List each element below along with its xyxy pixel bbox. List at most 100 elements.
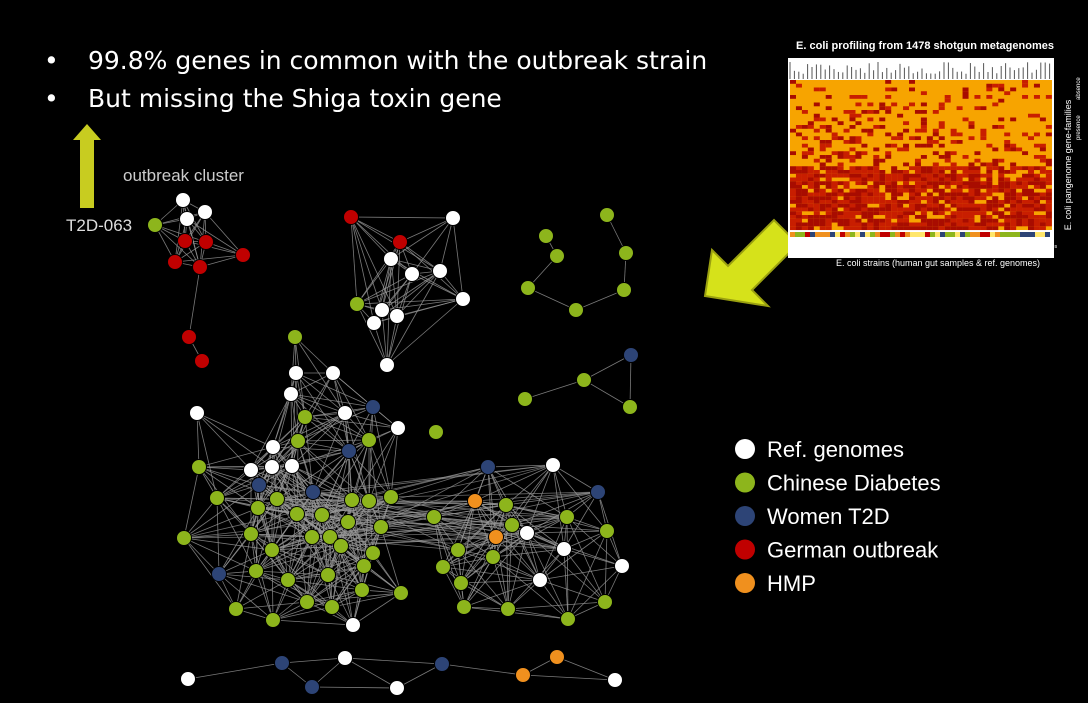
heatmap-cell <box>938 155 945 159</box>
heatmap-cell <box>801 207 808 212</box>
heatmap-cell <box>1045 95 1052 99</box>
heatmap-cell <box>891 200 898 204</box>
heatmap-cell <box>1028 211 1034 216</box>
heatmap-cell <box>1022 177 1029 182</box>
heatmap-cell <box>861 170 868 174</box>
node <box>180 671 196 687</box>
heatmap-cell <box>867 110 874 114</box>
heatmap-cell <box>914 158 921 163</box>
heatmap-cell <box>998 185 1005 189</box>
heatmap-cell <box>944 192 951 197</box>
heatmap-cell <box>807 192 814 197</box>
heatmap-cell <box>855 177 862 182</box>
heatmap-cell <box>920 173 927 178</box>
heatmap-cell <box>849 207 856 212</box>
heatmap-cell <box>801 173 808 178</box>
edge <box>287 579 354 626</box>
heatmap-cell <box>920 128 927 133</box>
edge <box>306 514 323 603</box>
heatmap-cell <box>837 200 844 204</box>
heatmap-cell <box>819 200 826 204</box>
heatmap-cell <box>914 200 921 204</box>
strain-bar <box>835 232 840 237</box>
heatmap-cell <box>885 173 892 178</box>
heatmap-cell <box>950 188 957 193</box>
heatmap-cell <box>790 200 796 204</box>
heatmap-cell <box>867 185 874 189</box>
heatmap-cell <box>855 121 862 126</box>
heatmap-cell <box>849 218 856 223</box>
heatmap-cell <box>914 226 921 231</box>
heatmap-cell <box>903 207 910 212</box>
heatmap-cell <box>944 98 951 103</box>
heatmap-cell <box>909 80 915 84</box>
edge <box>250 513 298 535</box>
edge <box>350 216 454 219</box>
heatmap-cell <box>974 177 981 182</box>
heatmap-cell <box>1039 177 1046 182</box>
heatmap-cell <box>968 177 975 182</box>
edge <box>442 504 507 568</box>
heatmap-cell <box>837 170 844 174</box>
heatmap-cell <box>837 211 844 216</box>
heatmap-cell <box>932 196 939 201</box>
legend-swatch <box>735 573 755 593</box>
heatmap-cell <box>1004 170 1011 174</box>
node <box>392 234 408 250</box>
heatmap-cell <box>801 215 808 219</box>
heatmap-cell <box>903 177 910 182</box>
heatmap-cell <box>873 196 880 201</box>
heatmap-cell <box>897 147 904 152</box>
edge <box>196 412 218 499</box>
edge <box>390 427 399 498</box>
heatmap-cell <box>932 151 939 156</box>
heatmap-cell <box>849 166 856 171</box>
heatmap-cell <box>897 113 904 118</box>
heatmap-cell <box>986 222 993 227</box>
edge <box>183 537 220 575</box>
node <box>197 204 213 220</box>
heatmap-cell <box>1022 173 1029 178</box>
heatmap-cell <box>1045 158 1052 163</box>
heatmap-cell <box>1033 203 1040 208</box>
edge <box>350 216 375 324</box>
heatmap-cell <box>950 151 957 156</box>
heatmap-cell <box>825 125 832 129</box>
heatmap-cell <box>801 125 808 129</box>
edge <box>522 674 616 681</box>
heatmap-cell <box>956 185 963 189</box>
heatmap-cell <box>867 215 874 219</box>
heatmap-cell <box>968 226 975 231</box>
heatmap-cell <box>986 177 993 182</box>
node <box>453 575 469 591</box>
edge <box>183 532 528 539</box>
heatmap-cell <box>1045 215 1052 219</box>
strain-bar <box>965 232 970 237</box>
heatmap-cell <box>849 110 856 114</box>
heatmap-cell <box>891 136 898 141</box>
strain-bar <box>950 232 955 237</box>
heatmap-cell <box>825 170 832 174</box>
edge <box>492 556 569 620</box>
heatmap-cell <box>849 140 856 144</box>
edge <box>312 464 554 493</box>
node <box>445 210 461 226</box>
strain-bar <box>850 232 855 237</box>
heatmap-cell <box>813 218 820 223</box>
heatmap: E. coli profiling from 1478 shotgun meta… <box>788 40 1082 268</box>
heatmap-cell <box>926 207 933 212</box>
heatmap-cell <box>855 170 862 174</box>
heatmap-cell <box>1016 166 1023 171</box>
heatmap-cell <box>897 222 904 227</box>
heatmap-cell <box>956 218 963 223</box>
heatmap-cell <box>903 143 910 148</box>
heatmap-cell <box>909 188 915 193</box>
heatmap-cell <box>873 188 880 193</box>
node <box>389 680 405 696</box>
heatmap-cell <box>986 173 993 178</box>
heatmap-cell <box>831 203 838 208</box>
heatmap-cell <box>920 91 927 96</box>
heatmap-cell <box>974 196 981 201</box>
heatmap-cell <box>938 143 945 148</box>
